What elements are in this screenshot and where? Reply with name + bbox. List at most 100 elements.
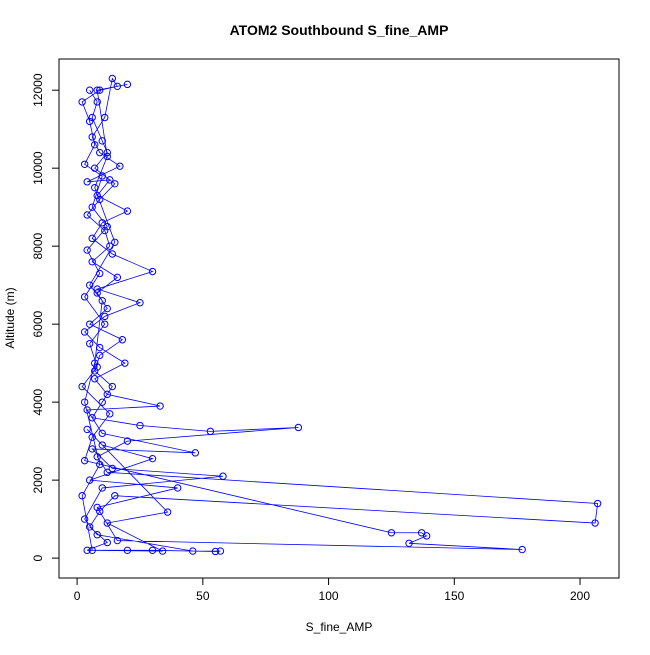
data-point	[108, 74, 117, 83]
data-point	[405, 539, 413, 547]
data-point	[91, 367, 99, 375]
data-point	[88, 203, 96, 211]
data-point	[123, 437, 132, 445]
data-point	[93, 285, 101, 293]
data-point	[91, 375, 99, 383]
y-tick-label: 12000	[31, 73, 45, 107]
data-point	[422, 532, 431, 540]
data-point	[191, 449, 199, 457]
data-point	[103, 148, 111, 157]
y-tick-label: 10000	[31, 151, 45, 185]
data-point	[96, 343, 104, 352]
y-axis-label: Altitude (m)	[3, 287, 17, 348]
x-tick-label: 150	[444, 589, 464, 603]
data-point	[78, 492, 86, 500]
data-point	[219, 472, 227, 480]
data-point	[96, 195, 104, 204]
data-point	[80, 328, 89, 336]
data-point	[93, 86, 101, 94]
data-point	[113, 82, 122, 90]
data-point	[136, 421, 144, 430]
data-point	[93, 453, 101, 461]
data-point	[108, 382, 117, 391]
data-point	[116, 162, 124, 170]
data-point	[80, 293, 89, 301]
data-point	[88, 546, 96, 555]
data-point	[88, 234, 96, 243]
x-tick-label: 200	[570, 589, 590, 603]
data-point	[156, 402, 164, 410]
data-point	[518, 545, 526, 554]
data-point	[593, 499, 602, 508]
data-point	[88, 258, 96, 266]
data-point	[93, 289, 101, 297]
data-point	[118, 336, 127, 344]
data-point	[83, 406, 91, 414]
data-point	[85, 320, 94, 328]
data-point	[106, 176, 114, 184]
data-point	[103, 390, 111, 399]
data-point	[103, 468, 111, 477]
data-point	[85, 86, 94, 94]
y-tick-label: 4000	[31, 388, 45, 415]
data-point	[88, 445, 96, 453]
data-point	[148, 454, 157, 463]
data-point	[91, 183, 99, 192]
data-point	[106, 242, 114, 250]
data-point	[591, 519, 599, 527]
data-point	[88, 433, 96, 441]
data-point	[206, 427, 215, 436]
data-point	[80, 160, 89, 168]
data-point	[163, 508, 172, 516]
data-point	[123, 207, 132, 215]
y-tick-label: 6000	[31, 310, 45, 337]
data-point	[88, 414, 96, 422]
data-point	[98, 172, 106, 180]
data-point	[106, 410, 114, 418]
data-point	[93, 531, 101, 539]
data-point	[83, 425, 91, 434]
data-point	[189, 547, 197, 555]
data-point	[121, 359, 129, 367]
data-point	[83, 211, 91, 219]
data-point	[88, 113, 96, 122]
data-point	[103, 304, 111, 313]
y-tick-label: 8000	[31, 232, 45, 259]
data-point	[148, 546, 157, 555]
data-point	[78, 382, 86, 391]
y-tick-label: 2000	[31, 466, 45, 493]
y-tick-label: 0	[31, 554, 45, 561]
data-point	[101, 226, 109, 235]
data-point	[173, 484, 182, 492]
data-point	[111, 180, 119, 188]
data-point	[96, 148, 104, 157]
data-point	[111, 238, 119, 246]
data-point	[98, 429, 106, 438]
data-point	[85, 339, 94, 348]
data-point	[103, 519, 111, 527]
x-tick-label: 50	[196, 589, 210, 603]
data-point	[211, 547, 220, 556]
data-point	[93, 191, 101, 200]
data-point	[98, 398, 106, 406]
data-point	[108, 250, 117, 258]
data-point	[85, 117, 94, 126]
data-point	[148, 267, 157, 276]
data-point	[103, 222, 111, 231]
data-point	[98, 297, 106, 305]
data-point	[216, 547, 225, 555]
data-point	[101, 312, 109, 321]
data-point	[101, 320, 109, 328]
data-point	[103, 152, 111, 161]
data-point	[93, 98, 101, 106]
data-point	[91, 164, 99, 172]
data-point	[85, 476, 94, 484]
data-point	[96, 269, 104, 278]
data-point	[103, 538, 111, 547]
data-point	[83, 546, 91, 555]
x-tick-label: 100	[319, 589, 339, 603]
data-point	[96, 460, 104, 469]
data-point	[98, 137, 106, 145]
